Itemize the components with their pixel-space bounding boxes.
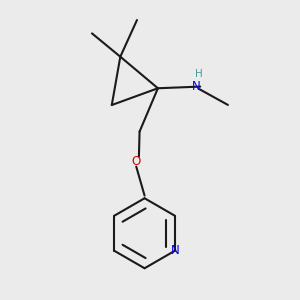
Text: H: H (195, 69, 203, 79)
Text: N: N (171, 244, 180, 257)
Text: N: N (192, 80, 201, 93)
Text: O: O (132, 155, 141, 168)
